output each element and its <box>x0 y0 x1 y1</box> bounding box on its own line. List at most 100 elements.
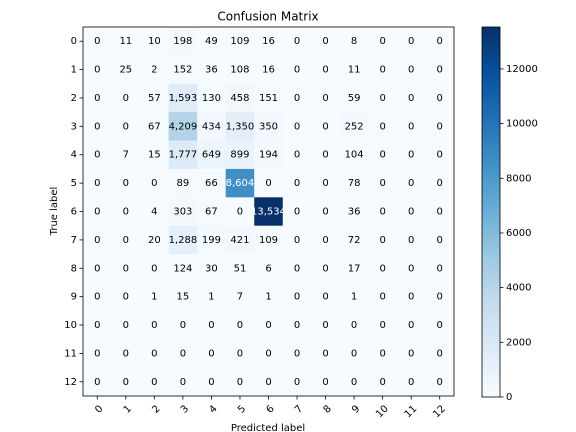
cell-label: 15 <box>177 292 190 303</box>
cell <box>282 367 312 397</box>
cell-label: 0 <box>151 263 157 274</box>
cell-label: 0 <box>322 121 328 132</box>
cell <box>425 112 455 142</box>
cell-label: 0 <box>408 207 414 218</box>
cell-label: 0 <box>408 65 414 76</box>
cell-label: 0 <box>408 292 414 303</box>
cell-label: 0 <box>322 36 328 47</box>
x-tick-label: 10 <box>374 403 391 420</box>
cell-label: 0 <box>94 65 100 76</box>
cell <box>197 27 227 56</box>
cell-label: 0 <box>294 36 300 47</box>
cell <box>396 55 426 85</box>
cell <box>111 168 141 198</box>
cell <box>311 83 341 113</box>
y-tick-label: 4 <box>71 150 77 161</box>
cell-label: 0 <box>437 178 443 189</box>
cell-label: 0 <box>437 235 443 246</box>
cell <box>140 55 170 85</box>
cell-label: 0 <box>123 178 129 189</box>
cell-label: 0 <box>294 292 300 303</box>
cell-label: 0 <box>437 121 443 132</box>
cell-label: 0 <box>379 178 385 189</box>
cell-label: 0 <box>123 348 129 359</box>
cell-label: 0 <box>322 263 328 274</box>
cell <box>111 55 141 85</box>
cell-label: 0 <box>94 93 100 104</box>
cell-label: 104 <box>345 150 364 161</box>
cell-label: 59 <box>348 93 361 104</box>
cell-label: 0 <box>294 65 300 76</box>
cell-label: 124 <box>173 263 192 274</box>
cell <box>282 225 312 255</box>
cell-label: 0 <box>351 348 357 359</box>
cell-label: 0 <box>294 178 300 189</box>
cell <box>339 168 369 198</box>
cell-label: 0 <box>408 320 414 331</box>
cell <box>282 254 312 283</box>
cell <box>111 254 141 283</box>
cell <box>311 27 341 56</box>
cell <box>197 112 227 142</box>
cell-label: 0 <box>94 348 100 359</box>
cell <box>368 225 398 255</box>
cell-label: 0 <box>437 65 443 76</box>
cell-label: 0 <box>351 377 357 388</box>
cell <box>225 282 255 312</box>
cell-label: 0 <box>379 93 385 104</box>
y-tick-label: 1 <box>71 65 77 76</box>
cell-label: 0 <box>322 93 328 104</box>
cell <box>368 310 398 340</box>
cell-label: 458 <box>230 93 249 104</box>
cell-label: 0 <box>379 377 385 388</box>
cell <box>111 140 141 170</box>
cell-label: 0 <box>94 292 100 303</box>
cell <box>311 225 341 255</box>
x-tick-label: 7 <box>293 403 305 415</box>
colorbar-tick-label: 2000 <box>506 337 531 348</box>
cell-label: 8 <box>351 36 357 47</box>
cell <box>254 140 284 170</box>
cell-label: 152 <box>173 65 192 76</box>
cell-label: 36 <box>348 207 361 218</box>
cell <box>140 225 170 255</box>
cell-label: 0 <box>379 235 385 246</box>
y-tick-label: 5 <box>71 178 77 189</box>
cell <box>311 197 341 227</box>
cell-label: 7 <box>123 150 129 161</box>
cell-label: 67 <box>205 207 218 218</box>
cell <box>425 140 455 170</box>
cell-label: 0 <box>180 320 186 331</box>
cell-label: 4 <box>151 207 157 218</box>
cell <box>225 225 255 255</box>
colorbar-tick-label: 6000 <box>506 228 531 239</box>
x-tick-label: 4 <box>207 403 219 415</box>
cell <box>168 282 198 312</box>
cell-label: 0 <box>379 121 385 132</box>
cell <box>197 339 227 369</box>
cell-label: 1 <box>208 292 214 303</box>
cell <box>396 339 426 369</box>
cell <box>396 197 426 227</box>
colorbar-tick-label: 0 <box>506 392 512 403</box>
cell <box>425 367 455 397</box>
cell <box>368 83 398 113</box>
cell-label: 13,534 <box>251 207 286 218</box>
cell-label: 434 <box>202 121 221 132</box>
x-tick-label: 5 <box>236 403 248 415</box>
cell <box>140 254 170 283</box>
cell-label: 0 <box>322 207 328 218</box>
cell <box>254 197 284 227</box>
cell <box>254 254 284 283</box>
cell <box>197 168 227 198</box>
cell <box>225 140 255 170</box>
cell-label: 0 <box>123 207 129 218</box>
cell <box>425 282 455 312</box>
cell-label: 0 <box>94 121 100 132</box>
cell-label: 0 <box>265 320 271 331</box>
cell <box>197 367 227 397</box>
cell-label: 0 <box>123 93 129 104</box>
cell <box>140 140 170 170</box>
cell <box>140 282 170 312</box>
